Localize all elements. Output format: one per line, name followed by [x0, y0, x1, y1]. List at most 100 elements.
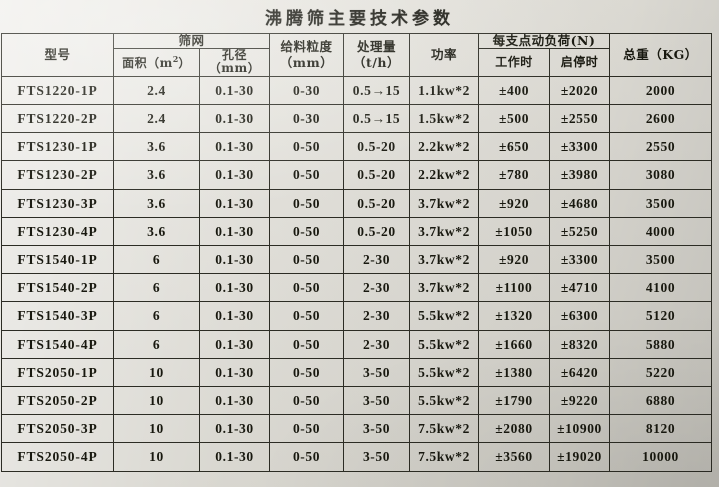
cell-area: 3.6: [113, 188, 200, 218]
cell-total-weight: 5880: [609, 329, 713, 359]
cell-power: 7.5kw*2: [409, 442, 480, 472]
header-screen-area-tail: ）: [178, 55, 191, 70]
cell-hole: 0.1-30: [198, 357, 271, 387]
cell-power: 2.2kw*2: [409, 132, 480, 162]
table-row: FTS2050-1P 10 0.1-30 0-50 3-50 5.5kw*2 ±1380 ±6…: [1, 357, 713, 387]
header-screen-hole: 孔径（mm）: [198, 48, 271, 77]
cell-load-startstop: ±4680: [549, 188, 611, 218]
cell-load-startstop: ±3300: [549, 132, 611, 162]
cell-load-startstop: ±6420: [549, 357, 611, 387]
table-row: FTS1230-1P 3.6 0.1-30 0-50 0.5-20 2.2kw*2 ±650…: [1, 132, 713, 162]
cell-load-working: ±650: [478, 132, 551, 162]
table-row: FTS1540-3P 6 0.1-30 0-50 2-30 5.5kw*2 ±1320 ±63…: [1, 301, 713, 331]
cell-capacity: 0.5-20: [343, 188, 411, 218]
table-header: 型号 筛网 给料粒度 （mm） 处理量 （t/h） 功率 每支点动负荷(N) 总…: [1, 33, 713, 77]
cell-feed-size: 0-50: [269, 357, 345, 387]
cell-hole: 0.1-30: [198, 301, 271, 331]
header-screen-area-text: 面积（m: [122, 55, 173, 70]
cell-feed-size: 0-50: [269, 188, 345, 218]
cell-capacity: 0.5-20: [343, 160, 411, 190]
table-row: FTS1540-1P 6 0.1-30 0-50 2-30 3.7kw*2 ±920 ±330…: [1, 244, 713, 275]
header-total-weight: 总重（KG）: [609, 33, 713, 77]
table-row: FTS1230-3P 3.6 0.1-30 0-50 0.5-20 3.7kw*2 ±920…: [1, 188, 713, 218]
cell-load-working: ±780: [478, 160, 551, 190]
header-screen-area-superscript: 2: [172, 53, 179, 64]
cell-total-weight: 6880: [609, 385, 713, 416]
cell-area: 10: [113, 414, 200, 444]
cell-load-working: ±1320: [478, 301, 551, 331]
cell-area: 10: [113, 442, 200, 472]
header-capacity-line2: （t/h）: [353, 54, 400, 70]
table-row: FTS1230-4P 3.6 0.1-30 0-50 0.5-20 3.7kw*2 ±105…: [1, 216, 713, 247]
cell-area: 3.6: [113, 160, 200, 190]
cell-hole: 0.1-30: [198, 244, 271, 275]
cell-load-working: ±500: [478, 104, 551, 134]
cell-total-weight: 10000: [609, 442, 713, 472]
cell-power: 5.5kw*2: [409, 329, 480, 359]
cell-total-weight: 3500: [609, 244, 713, 275]
cell-power: 3.7kw*2: [409, 216, 480, 247]
cell-feed-size: 0-50: [269, 414, 345, 444]
cell-power: 3.7kw*2: [409, 244, 480, 275]
cell-area: 2.4: [113, 104, 200, 134]
cell-area: 6: [113, 301, 200, 331]
cell-area: 2.4: [113, 75, 200, 106]
cell-load-startstop: ±2550: [549, 104, 611, 134]
cell-feed-size: 0-50: [269, 273, 345, 303]
cell-capacity: 3-50: [343, 414, 411, 444]
cell-capacity: 0.5-20: [343, 216, 411, 247]
cell-model: FTS1230-4P: [1, 216, 114, 247]
cell-hole: 0.1-30: [198, 329, 271, 359]
cell-model: FTS1540-2P: [1, 273, 114, 303]
cell-hole: 0.1-30: [198, 273, 271, 303]
cell-hole: 0.1-30: [198, 132, 271, 162]
header-load-startstop: 启停时: [549, 48, 611, 77]
cell-model: FTS1230-3P: [1, 188, 114, 218]
cell-load-working: ±1660: [478, 329, 551, 359]
cell-area: 10: [113, 385, 200, 416]
cell-model: FTS2050-4P: [1, 442, 114, 472]
cell-model: FTS2050-3P: [1, 414, 114, 444]
cell-power: 1.5kw*2: [409, 104, 480, 134]
cell-model: FTS1230-2P: [1, 160, 114, 190]
cell-area: 10: [113, 357, 200, 387]
cell-total-weight: 8120: [609, 414, 713, 444]
table-row: FTS1220-1P 2.4 0.1-30 0-30 0.5→15 1.1kw*2 ±400…: [1, 75, 713, 106]
cell-load-working: ±920: [478, 188, 551, 218]
header-capacity: 处理量 （t/h）: [343, 33, 411, 77]
cell-load-working: ±3560: [478, 442, 551, 472]
header-row-top: 型号 筛网 给料粒度 （mm） 处理量 （t/h） 功率 每支点动负荷(N) 总…: [1, 33, 713, 77]
cell-power: 5.5kw*2: [409, 385, 480, 416]
cell-total-weight: 4100: [609, 273, 713, 303]
cell-model: FTS1220-2P: [1, 104, 114, 134]
cell-hole: 0.1-30: [198, 104, 271, 134]
header-model: 型号: [1, 33, 114, 77]
cell-hole: 0.1-30: [198, 385, 271, 416]
cell-power: 3.7kw*2: [409, 188, 480, 218]
cell-feed-size: 0-50: [269, 216, 345, 247]
cell-load-startstop: ±10900: [549, 414, 611, 444]
cell-capacity: 2-30: [343, 273, 411, 303]
cell-load-startstop: ±3300: [549, 244, 611, 275]
table-row: FTS2050-4P 10 0.1-30 0-50 3-50 7.5kw*2 ±3560 ±1…: [1, 442, 713, 472]
cell-total-weight: 2000: [609, 75, 713, 106]
table-row: FTS2050-2P 10 0.1-30 0-50 3-50 5.5kw*2 ±1790 ±9…: [1, 385, 713, 416]
cell-power: 5.5kw*2: [409, 357, 480, 387]
page-title: 沸腾筛主要技术参数: [265, 9, 454, 29]
spec-table-container: 型号 筛网 给料粒度 （mm） 处理量 （t/h） 功率 每支点动负荷(N) 总…: [1, 33, 713, 472]
cell-area: 6: [113, 329, 200, 359]
cell-model: FTS1220-1P: [1, 75, 114, 106]
header-load-group: 每支点动负荷(N): [478, 33, 611, 49]
cell-capacity: 0.5→15: [343, 75, 411, 106]
cell-capacity: 2-30: [343, 301, 411, 331]
cell-total-weight: 3500: [609, 188, 713, 218]
cell-feed-size: 0-50: [269, 442, 345, 472]
table-row: FTS1540-2P 6 0.1-30 0-50 2-30 3.7kw*2 ±1100 ±47…: [1, 273, 713, 303]
cell-feed-size: 0-50: [269, 301, 345, 331]
cell-capacity: 2-30: [343, 244, 411, 275]
cell-feed-size: 0-50: [269, 244, 345, 275]
cell-hole: 0.1-30: [198, 442, 271, 472]
cell-power: 5.5kw*2: [409, 301, 480, 331]
table-body: FTS1220-1P 2.4 0.1-30 0-30 0.5→15 1.1kw*2 ±400…: [1, 75, 713, 472]
